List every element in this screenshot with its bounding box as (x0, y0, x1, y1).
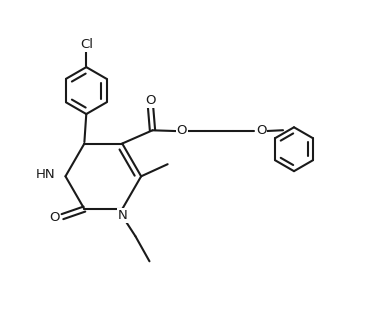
Text: N: N (118, 209, 128, 222)
Text: O: O (256, 124, 266, 137)
Text: O: O (145, 94, 156, 107)
Text: O: O (176, 124, 187, 137)
Text: Cl: Cl (80, 38, 93, 51)
Text: O: O (49, 211, 59, 224)
Text: HN: HN (35, 168, 55, 181)
